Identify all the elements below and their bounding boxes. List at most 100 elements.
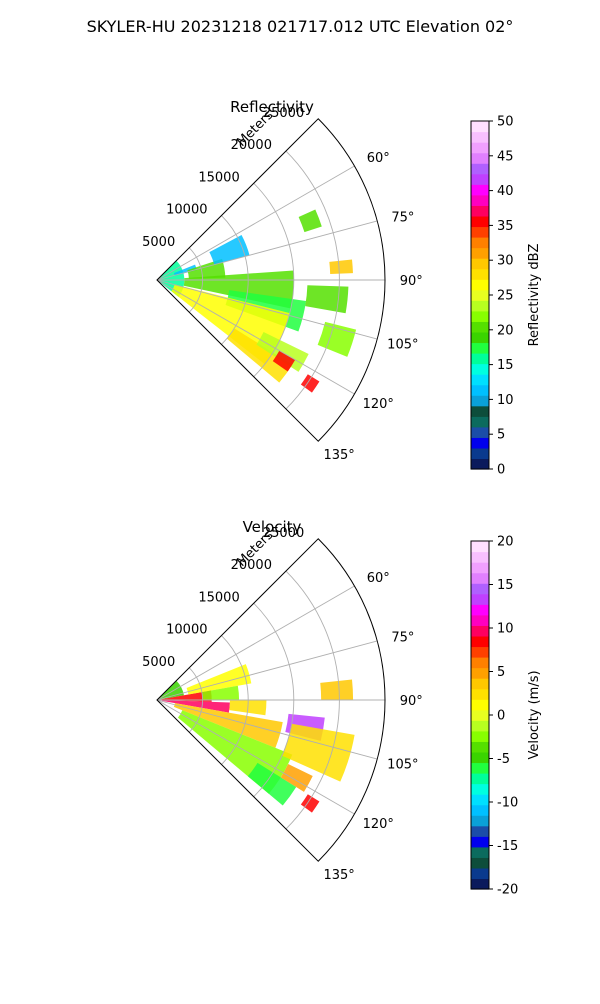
azimuth-tick-label: 135° <box>323 868 354 883</box>
echo-region <box>157 680 184 700</box>
colorbar-tick-label: 10 <box>497 622 514 637</box>
colorbar-segment <box>471 541 489 553</box>
colorbar-segment <box>471 289 489 301</box>
colorbar-tick-label: 0 <box>497 709 505 724</box>
colorbar-segment <box>471 730 489 742</box>
azimuth-tick-label: 90° <box>400 694 423 709</box>
colorbar-segment <box>471 247 489 259</box>
colorbar-segment <box>471 762 489 774</box>
colorbar-segment <box>471 836 489 848</box>
radial-tick-label: 5000 <box>142 655 175 670</box>
colorbar-segment <box>471 458 489 470</box>
azimuth-tick-label: 105° <box>387 338 418 353</box>
colorbar-tick-label: 5 <box>497 665 505 680</box>
colorbar-tick-label: 35 <box>497 219 514 234</box>
colorbar-segment <box>471 572 489 584</box>
radial-tick-label: 15000 <box>198 590 239 605</box>
colorbar-segment <box>471 173 489 185</box>
colorbar-tick-label: 15 <box>497 578 514 593</box>
colorbar-segment <box>471 551 489 563</box>
colorbar-segment <box>471 131 489 143</box>
azimuth-tick-label: 60° <box>367 571 390 586</box>
colorbar-segment <box>471 709 489 721</box>
azimuth-tick-label: 105° <box>387 758 418 773</box>
azimuth-gridline <box>156 220 378 281</box>
colorbar-segment <box>471 163 489 175</box>
polar-panel-2: 500010000150002000025000Meters60°75°90°1… <box>142 518 423 883</box>
colorbar-tick-label: 30 <box>497 254 514 269</box>
colorbar-segment <box>471 237 489 249</box>
colorbar-segment <box>471 447 489 460</box>
colorbar-segment <box>471 226 489 238</box>
colorbar-tick-label: -15 <box>497 839 518 854</box>
colorbar-segment <box>471 437 489 449</box>
echo-region <box>157 690 212 702</box>
echo-region <box>320 679 354 700</box>
colorbar-segment <box>471 152 489 164</box>
azimuth-gridline <box>156 640 378 701</box>
colorbar-segment <box>471 142 489 154</box>
echo-region <box>256 331 309 372</box>
colorbar-segment <box>471 342 489 354</box>
colorbar-tick-label: 10 <box>497 393 514 408</box>
colorbar-segment <box>471 205 489 217</box>
colorbar-tick-label: 50 <box>497 115 514 130</box>
colorbar-segment <box>471 646 489 658</box>
colorbar-segment <box>471 751 489 764</box>
azimuth-tick-label: 120° <box>363 817 394 832</box>
colorbar-segment <box>471 258 489 270</box>
colorbar-segment <box>471 121 489 133</box>
colorbar-segment <box>471 384 489 396</box>
colorbar-segment <box>471 215 489 228</box>
colorbar-segment <box>471 678 489 690</box>
colorbar-segment <box>471 300 489 312</box>
colorbar-segment <box>471 405 489 417</box>
colorbar-segment <box>471 363 489 375</box>
colorbar-label: Reflectivity dBZ <box>527 244 542 347</box>
colorbar-tick-label: -10 <box>497 796 518 811</box>
colorbar-segment <box>471 374 489 386</box>
figure-title: SKYLER-HU 20231218 021717.012 UTC Elevat… <box>87 17 514 36</box>
colorbar-segment <box>471 184 489 196</box>
colorbar-label: Velocity (m/s) <box>527 670 542 759</box>
echo-region <box>226 328 293 383</box>
colorbar-tick-label: 25 <box>497 289 514 304</box>
colorbar-segment <box>471 614 489 626</box>
colorbar-segment <box>471 825 489 837</box>
colorbar-tick-label: -20 <box>497 883 518 898</box>
colorbar-segment <box>471 353 489 365</box>
colorbar-segment <box>471 562 489 574</box>
azimuth-gridline <box>156 699 378 760</box>
radial-tick-label: 25000 <box>263 106 304 121</box>
radial-tick-label: 25000 <box>263 526 304 541</box>
azimuth-gridline <box>156 165 355 281</box>
colorbar-tick-label: 40 <box>497 184 514 199</box>
radial-tick-label: 20000 <box>231 138 272 153</box>
colorbar-segment <box>471 867 489 880</box>
azimuth-tick-label: 75° <box>391 630 414 645</box>
colorbar-segment <box>471 583 489 595</box>
colorbar-segment <box>471 310 489 322</box>
echo-region <box>272 350 296 372</box>
colorbar-segment <box>471 268 489 280</box>
colorbar-tick-label: 15 <box>497 358 514 373</box>
azimuth-gridline <box>156 699 355 815</box>
echo-region <box>300 794 320 813</box>
echo-region <box>173 264 197 276</box>
colorbar-segment <box>471 699 489 711</box>
colorbar-segment <box>471 331 489 344</box>
azimuth-tick-label: 60° <box>367 151 390 166</box>
echo-region <box>161 700 230 713</box>
sector-outline <box>156 538 386 862</box>
echo-region <box>209 235 250 265</box>
colorbar-segment <box>471 804 489 816</box>
colorbar-segment <box>471 783 489 795</box>
colorbar-segment <box>471 426 489 438</box>
colorbar-tick-label: 20 <box>497 535 514 550</box>
radial-tick-label: 10000 <box>166 203 207 218</box>
colorbar-tick-label: 5 <box>497 428 505 443</box>
colorbar-segment <box>471 657 489 669</box>
colorbar-segment <box>471 846 489 858</box>
colorbar-segment <box>471 604 489 616</box>
